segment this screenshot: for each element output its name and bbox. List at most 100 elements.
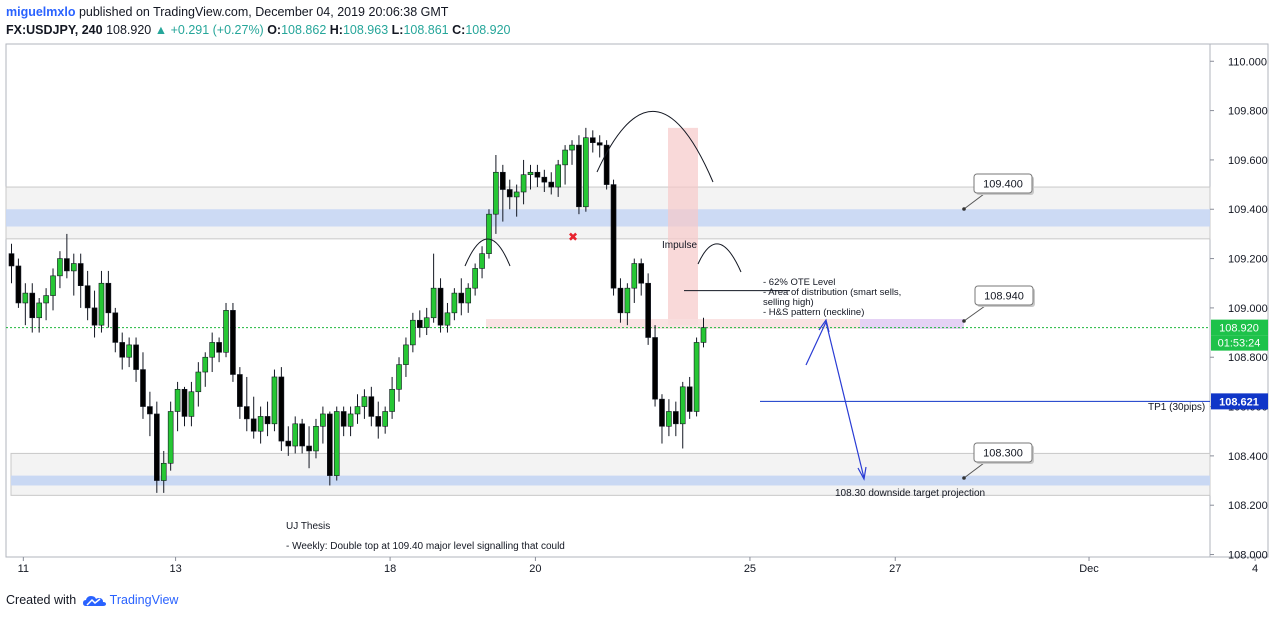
candle-up [444,312,451,326]
high-label: H: [329,23,343,37]
candle-down [645,282,651,338]
analysis-note: - 62% OTE Level [763,277,835,288]
candle-down [652,337,658,400]
candle-down [416,319,423,328]
callout-pointer [963,462,985,479]
tp1-label: TP1 (30pips) [1148,402,1205,413]
candle-up [292,423,299,447]
candle-down [327,413,333,476]
demand-zone-core [11,475,1210,486]
tp-price-tag-label: 108.621 [1219,396,1259,408]
y-tick-label: 109.800 [1228,106,1268,118]
candle-up [223,310,229,353]
distribution-zone-tail [860,318,964,329]
y-tick-label: 109.200 [1228,254,1268,266]
impulse-label: Impulse [662,240,697,251]
candle-up [98,282,105,326]
callout-anchor [962,476,966,480]
candle-up [202,356,209,373]
candle-up [527,171,534,176]
y-tick-label: 109.000 [1228,303,1268,315]
candle-down [589,137,596,143]
candle-down [29,292,36,319]
price-callout-box [973,442,1033,463]
candle-down [105,282,112,314]
x-tick-label: 18 [384,563,396,575]
countdown-tag-label: 01:53:24 [1218,338,1261,350]
candle-down [91,307,98,326]
candle-down [610,184,617,289]
candle-up [188,391,195,417]
symbol-info: FX:USDJPY, 240 108.920 ▲ +0.291 (+0.27%)… [6,23,511,37]
price-callout-box [974,285,1034,306]
callout-anchor [962,319,966,323]
candle-up [465,287,472,304]
thesis-title: UJ Thesis [286,521,330,532]
candle-down [216,342,222,353]
right-shoulder-arc [697,243,742,273]
candle-up [195,371,202,393]
candle-up [666,411,672,427]
candle-up [472,268,478,289]
callout-pointer [963,305,986,322]
x-tick-label: 11 [18,563,29,575]
candle-up [361,396,368,407]
candle-down [437,287,444,326]
y-tick-label: 108.200 [1228,500,1268,512]
candle-down [541,176,548,183]
high-value: 108.963 [342,23,389,37]
candle-up [320,413,326,427]
candle-down [638,263,645,284]
x-tick-label: 13 [169,563,181,575]
y-tick-label: 108.000 [1228,550,1268,562]
candle-up [257,416,264,432]
candle-down [112,312,119,343]
candle-up [520,174,527,193]
candle-down [686,386,693,412]
candle-down [306,445,312,452]
candle-up [403,344,409,365]
candle-down [119,342,126,358]
candle-down [264,416,271,425]
candle-down [285,440,292,447]
candle-up [333,411,340,476]
candle-up [174,388,181,412]
footer: Created with TradingView [6,593,178,608]
candle-up [22,292,29,304]
author-link[interactable]: miguelmxlo [6,5,76,19]
candle-up [36,302,42,319]
tradingview-cloud-icon [82,595,106,606]
close-value: 108.920 [465,23,511,37]
candle-down [659,398,665,427]
y-tick-label: 108.800 [1228,352,1268,364]
projection-arrowhead-up [818,318,830,333]
projection-arrowhead-down [857,466,867,481]
candle-up [423,317,430,328]
price-callout-label: 109.400 [983,179,1023,191]
up-arrow-icon: ▲ [154,23,168,37]
thesis-line: - Weekly: Double top at 109.40 major lev… [286,541,565,552]
x-tick-label: 25 [744,563,756,575]
candle-down [77,263,84,287]
last-price: 108.920 [106,23,152,37]
candle-up [313,425,319,452]
candle-up [631,263,638,289]
callout-anchor [962,207,966,211]
tradingview-brand-link[interactable]: TradingView [109,593,179,607]
candle-down [673,411,679,425]
x-tick-label: 27 [889,563,901,575]
candle-down [154,413,160,481]
candle-up [271,376,278,425]
target-projection-label: 108.30 downside target projection [835,488,985,499]
current-price-tag [1211,319,1268,336]
callout-pointer [963,193,985,210]
supply-zone-core [6,209,1210,227]
candle-up [209,342,215,358]
open-value: 108.862 [281,23,327,37]
candle-up [50,275,56,296]
low-label: L: [391,23,404,37]
y-tick-label: 109.600 [1228,155,1268,167]
candle-up [382,411,388,427]
candle-up [167,411,174,464]
